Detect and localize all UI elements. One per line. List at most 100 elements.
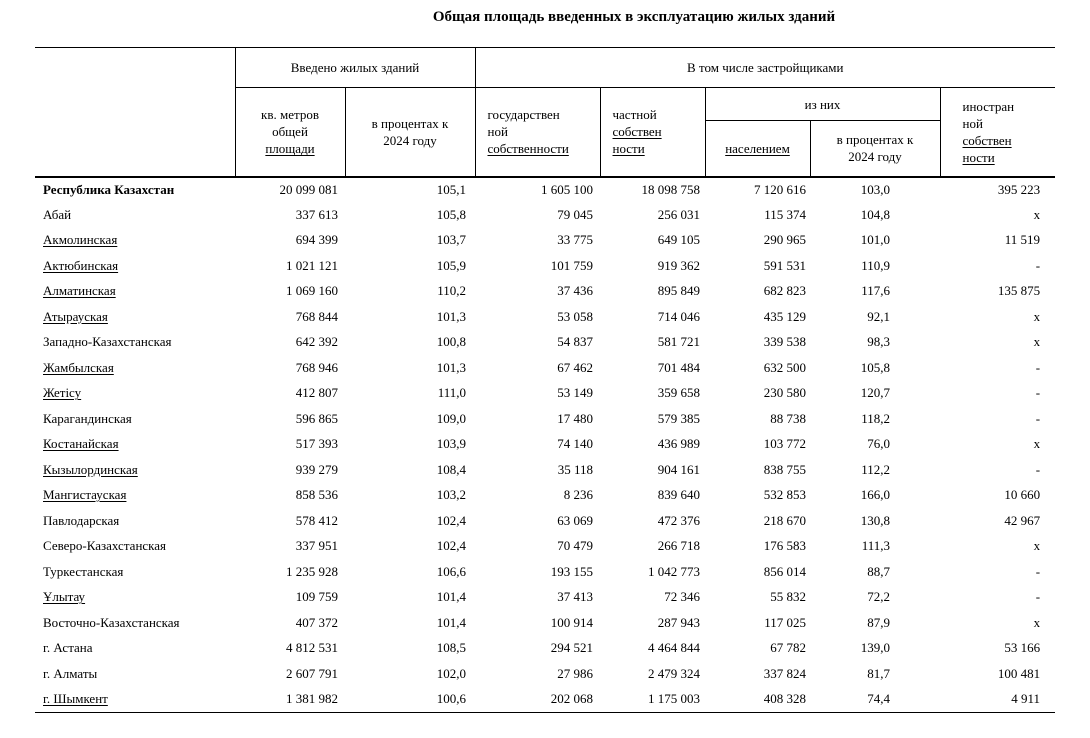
value-cell: 120,7: [860, 385, 890, 401]
value-cell: 105,1: [436, 181, 466, 197]
header-label-line: населением: [725, 140, 790, 156]
value-cell: 359 658: [657, 385, 700, 401]
value-cell: 591 531: [763, 257, 806, 273]
value-cell: 67 782: [770, 640, 806, 656]
value-cell: 1 069 160: [286, 283, 338, 299]
value-cell: -: [1035, 385, 1041, 401]
value-cell: 63 069: [557, 512, 593, 528]
region-name[interactable]: Кызылординская: [43, 461, 138, 477]
value-cell: 768 844: [295, 308, 338, 324]
header-col-state-ownership: государствен ной собственности: [474, 87, 600, 178]
header-group-introduced: Введено жилых зданий: [234, 47, 476, 88]
value-cell: 101,4: [436, 614, 466, 630]
region-name: Карагандинская: [43, 410, 132, 426]
value-cell: 176 583: [763, 538, 806, 554]
value-cell: 532 853: [763, 487, 806, 503]
value-cell: 472 376: [657, 512, 700, 528]
region-name[interactable]: Акмолинская: [43, 232, 118, 248]
value-cell: 109,0: [436, 410, 466, 426]
value-cell: 11 519: [1004, 232, 1041, 248]
value-cell: 17 480: [557, 410, 593, 426]
value-cell: 407 372: [295, 614, 338, 630]
table-row: Западно-Казахстанская 642 392 100,8 54 837 5…: [35, 330, 1055, 356]
region-name[interactable]: Мангистауская: [43, 487, 127, 503]
value-cell: 256 031: [657, 206, 700, 222]
value-cell: 87,9: [867, 614, 890, 630]
table-row: Ұлытау 109 759 101,4 37 413 72 346 55 832 72,2…: [35, 585, 1055, 611]
value-cell: 106,6: [436, 563, 466, 579]
value-cell: 105,8: [436, 206, 466, 222]
header-row-columns: кв. метров общей площади в процентах к 2024…: [35, 87, 1056, 178]
table-row: Атырауская 768 844 101,3 53 058 714 046 435 1…: [35, 304, 1055, 330]
value-cell: 294 521: [550, 640, 593, 656]
header-label-line: В том числе застройщиками: [687, 60, 844, 75]
value-cell: 53 166: [1004, 640, 1041, 656]
region-name: Восточно-Казахстанская: [43, 614, 180, 630]
value-cell: 100 914: [550, 614, 593, 630]
value-cell: 436 989: [657, 436, 700, 452]
value-cell: 904 161: [657, 461, 700, 477]
region-name[interactable]: Ұлытау: [43, 589, 86, 605]
value-cell: 4 812 531: [286, 640, 338, 656]
value-cell: 339 538: [763, 334, 806, 350]
region-name: Абай: [43, 206, 72, 222]
table-row: Кызылординская 939 279 108,4 35 118 904 161 8…: [35, 457, 1055, 483]
value-cell: 35 118: [557, 461, 593, 477]
region-name[interactable]: г. Шымкент: [35, 686, 235, 713]
region-name[interactable]: Жетісу: [43, 385, 82, 401]
value-cell: 18 098 758: [641, 181, 701, 197]
value-cell: 1 021 121: [286, 257, 338, 273]
region-name[interactable]: Алматинская: [43, 283, 116, 299]
table-row: Костанайская 517 393 103,9 74 140 436 989 103…: [35, 432, 1055, 458]
region-name: Туркестанская: [43, 563, 124, 579]
value-cell: 74,4: [810, 686, 940, 713]
value-cell: 98,3: [867, 334, 890, 350]
value-cell: 72 346: [664, 589, 700, 605]
value-cell: 1 235 928: [286, 563, 338, 579]
header-label-line: частной: [612, 107, 657, 123]
value-cell: 939 279: [295, 461, 338, 477]
value-cell: 839 640: [657, 487, 700, 503]
value-cell: 101,3: [436, 359, 466, 375]
value-cell: 100,6: [345, 686, 475, 713]
table-header: Введено жилых зданий В том числе застрой…: [35, 47, 1056, 178]
value-cell: 2 479 324: [648, 665, 700, 681]
table-row: Республика Казахстан 20 099 081 105,1 1 605…: [35, 177, 1055, 203]
value-cell: x: [1033, 538, 1041, 554]
header-label-line: Введено жилых зданий: [290, 60, 420, 75]
value-cell: 412 807: [295, 385, 338, 401]
value-cell: 103,2: [436, 487, 466, 503]
value-cell: 838 755: [763, 461, 806, 477]
value-cell: 768 946: [295, 359, 338, 375]
table-row: Восточно-Казахстанская 407 372 101,4 100 91…: [35, 610, 1055, 636]
region-name[interactable]: Актюбинская: [43, 257, 119, 273]
table-row: Абай 337 613 105,8 79 045 256 031 115 374 104,…: [35, 202, 1055, 228]
value-cell: 117,6: [861, 283, 890, 299]
region-name[interactable]: Костанайская: [43, 436, 119, 452]
value-cell: 102,0: [436, 665, 466, 681]
value-cell: 103,7: [436, 232, 466, 248]
value-cell: 4 911: [940, 686, 1056, 713]
value-cell: 42 967: [1004, 512, 1041, 528]
header-col-percent-2024: в процентах к 2024 году: [344, 87, 475, 178]
value-cell: 104,8: [860, 206, 890, 222]
value-cell: 517 393: [295, 436, 338, 452]
header-col-percent-2024-b: в процентах к 2024 году: [809, 120, 940, 178]
value-cell: 101,3: [436, 308, 466, 324]
table-row: Алматинская 1 069 160 110,2 37 436 895 849 68…: [35, 279, 1055, 305]
region-name[interactable]: Жамбылская: [43, 359, 114, 375]
header-label-line: площади: [265, 141, 315, 157]
value-cell: 81,7: [867, 665, 890, 681]
value-cell: 4 464 844: [648, 640, 700, 656]
region-name[interactable]: Атырауская: [43, 308, 108, 324]
value-cell: 337 613: [295, 206, 338, 222]
value-cell: 202 068: [475, 686, 600, 713]
header-label-line: ности: [962, 149, 995, 165]
value-cell: 266 718: [657, 538, 700, 554]
value-cell: 37 436: [557, 283, 593, 299]
value-cell: 287 943: [657, 614, 700, 630]
value-cell: 218 670: [763, 512, 806, 528]
value-cell: -: [1035, 563, 1041, 579]
value-cell: 53 149: [557, 385, 593, 401]
value-cell: 20 099 081: [279, 181, 339, 197]
